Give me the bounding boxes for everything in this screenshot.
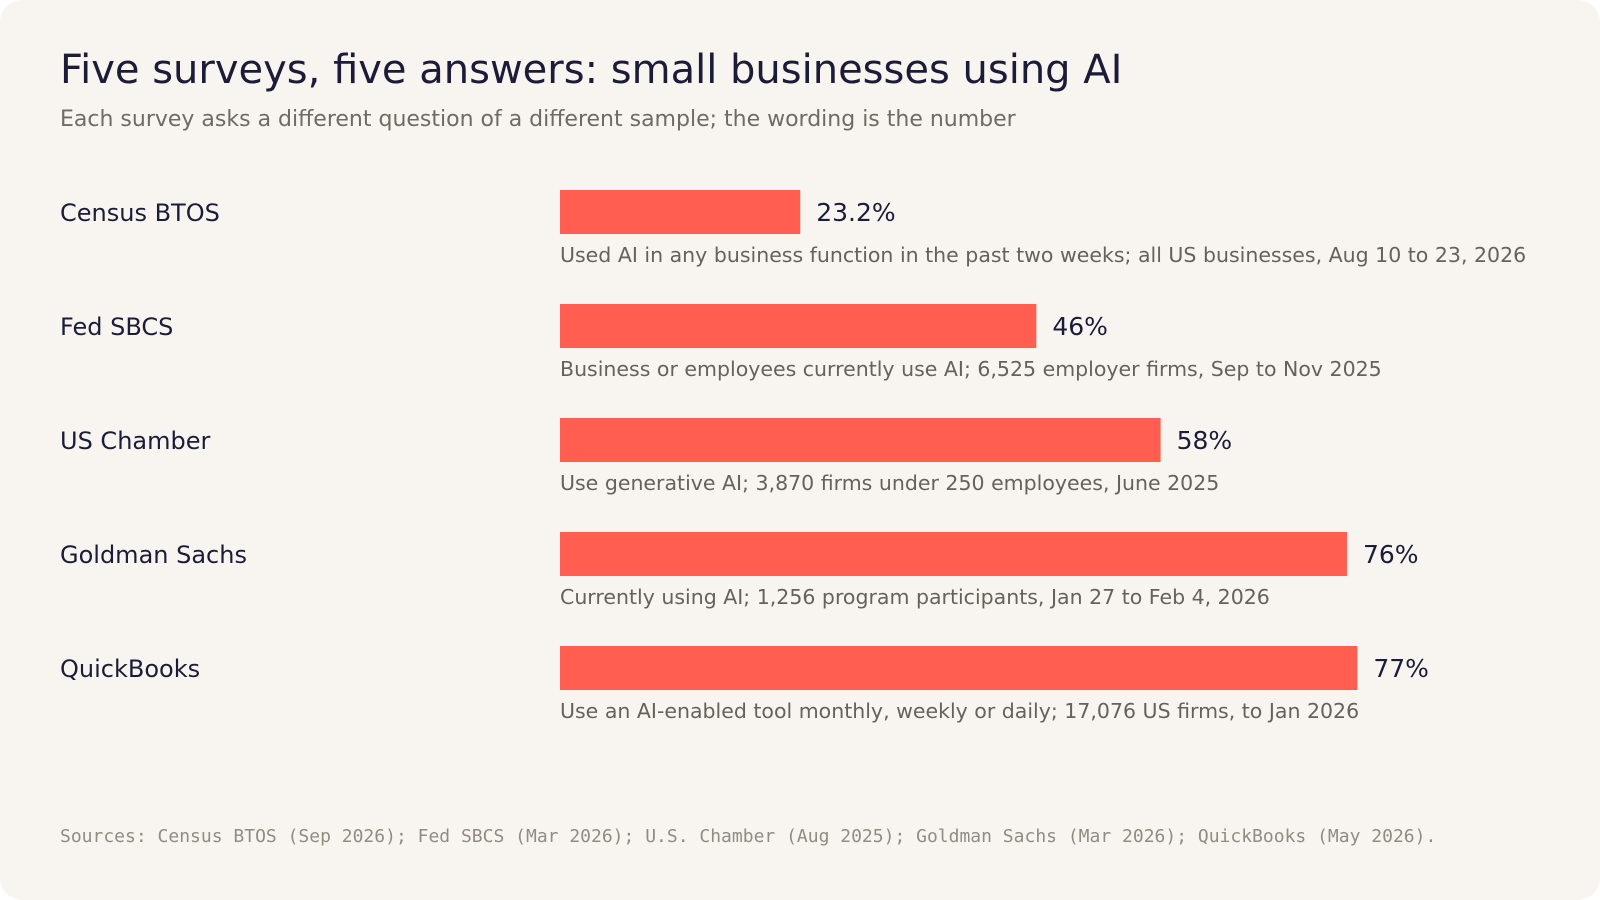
value-label: 77%	[1373, 654, 1429, 683]
bar-row: Goldman Sachs 76% Currently using AI; 1,25…	[60, 532, 1419, 609]
sources-note: Sources: Census BTOS (Sep 2026); Fed SBC…	[60, 826, 1437, 847]
bar	[560, 304, 1037, 348]
bar-row: Census BTOS 23.2% Used AI in any business …	[60, 190, 1526, 267]
bar-row: QuickBooks 77% Use an AI-enabled tool mont…	[60, 646, 1429, 723]
survey-note: Use generative AI; 3,870 firms under 250…	[560, 471, 1219, 495]
chart-subtitle: Each survey asks a different question of…	[60, 107, 1016, 132]
chart-title: Five surveys, five answers: small busine…	[60, 47, 1123, 93]
category-label: QuickBooks	[60, 655, 200, 683]
value-label: 23.2%	[816, 198, 895, 227]
bar-row: US Chamber 58% Use generative AI; 3,870 fi…	[60, 418, 1232, 495]
bar-row: Fed SBCS 46% Business or employees current…	[60, 304, 1382, 381]
survey-note: Use an AI-enabled tool monthly, weekly o…	[560, 699, 1359, 723]
value-label: 76%	[1363, 540, 1419, 569]
category-label: Census BTOS	[60, 199, 220, 227]
survey-note: Currently using AI; 1,256 program partic…	[560, 585, 1270, 609]
bars-layer: Census BTOS 23.2% Used AI in any business …	[60, 190, 1526, 723]
bar	[560, 190, 801, 234]
value-label: 46%	[1052, 312, 1108, 341]
survey-note: Used AI in any business function in the …	[560, 243, 1526, 267]
category-label: Goldman Sachs	[60, 541, 247, 569]
category-label: US Chamber	[60, 427, 210, 455]
bar	[560, 532, 1347, 576]
bar	[560, 646, 1358, 690]
survey-note: Business or employees currently use AI; …	[560, 357, 1382, 381]
value-label: 58%	[1177, 426, 1233, 455]
category-label: Fed SBCS	[60, 313, 173, 341]
bar	[560, 418, 1161, 462]
